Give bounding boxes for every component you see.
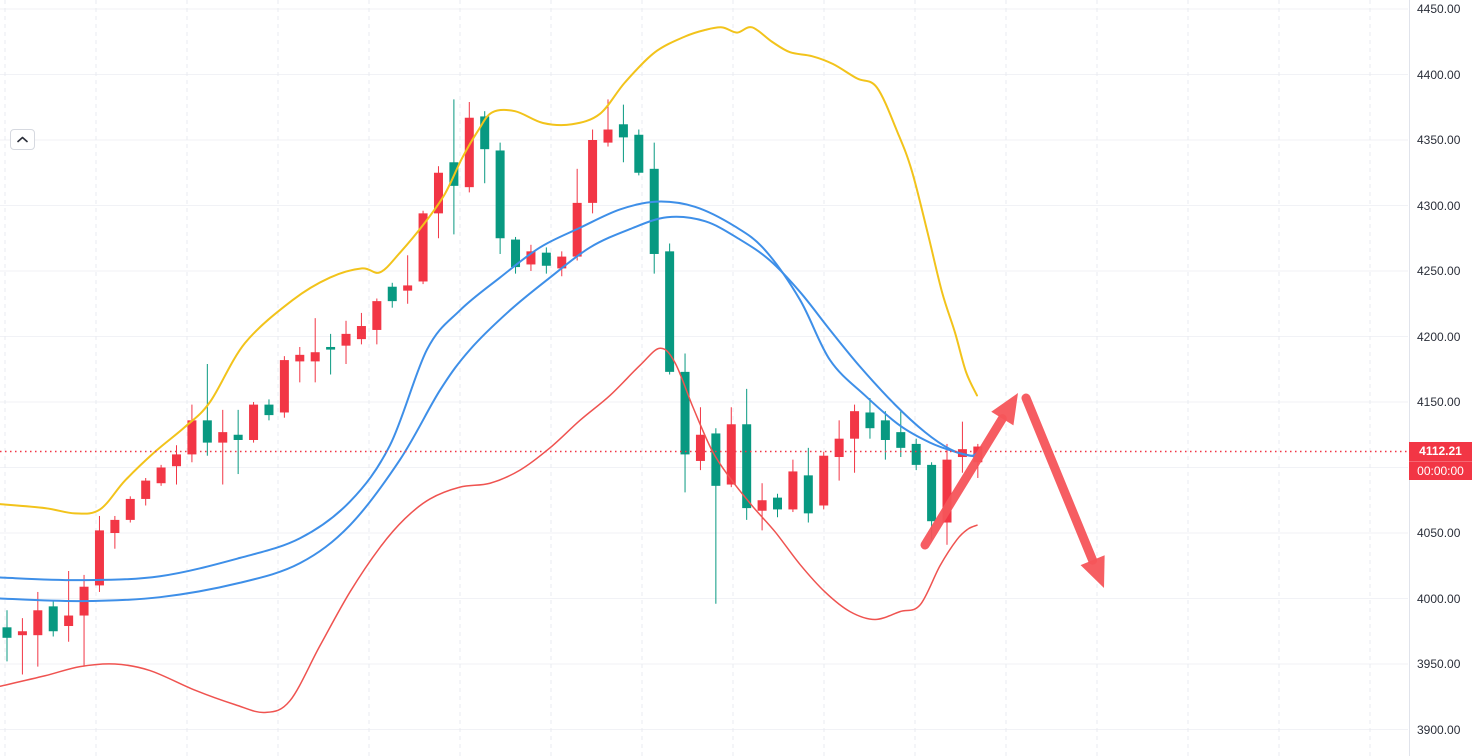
candle-body: [588, 140, 598, 203]
price-axis-label: 4400.00: [1417, 67, 1461, 82]
candle-body: [742, 424, 752, 509]
candle-body: [125, 498, 135, 520]
candle-body: [249, 404, 259, 440]
candle-body: [541, 252, 551, 266]
candle-body: [834, 438, 844, 458]
candle-body: [680, 371, 690, 455]
current-price-value: 4112.21: [1419, 443, 1462, 458]
candle-body: [202, 420, 212, 443]
candle-body: [634, 134, 644, 173]
candle-body: [942, 459, 952, 523]
chevron-up-icon: [17, 136, 28, 143]
candle-body: [279, 360, 289, 413]
price-axis[interactable]: 4450.00 4400.00 4350.00 4300.00 4250.00 4200.…: [1409, 0, 1472, 756]
candle-body: [33, 610, 43, 636]
bar-countdown: 00:00:00: [1409, 460, 1472, 480]
candle-body: [773, 497, 782, 510]
candle-body: [403, 285, 413, 291]
candle-body: [172, 454, 182, 467]
price-axis-label: 4300.00: [1417, 198, 1461, 213]
candle-body: [803, 475, 813, 514]
candle-body: [726, 424, 736, 485]
candle-body: [665, 251, 675, 372]
price-axis-label: 4200.00: [1417, 329, 1461, 344]
candle-body: [356, 326, 366, 340]
candle-body: [618, 124, 628, 138]
candle-body: [64, 615, 74, 627]
candle-body: [649, 168, 659, 254]
candle-body: [557, 256, 567, 269]
candle-body: [511, 239, 521, 268]
candle-body: [387, 286, 397, 302]
collapse-toolbar-button[interactable]: [10, 129, 35, 150]
candle-body: [464, 117, 474, 188]
price-axis-label: 4000.00: [1417, 591, 1461, 606]
candle-body: [788, 471, 798, 510]
price-axis-label: 3900.00: [1417, 722, 1461, 737]
candle-body: [372, 301, 382, 330]
candle-body: [433, 172, 443, 214]
candle-body: [2, 627, 12, 638]
candle-body: [310, 352, 320, 362]
candle-body: [711, 433, 721, 486]
candle-body: [495, 150, 505, 239]
lower-band-red-line: [0, 347, 978, 714]
candle-body: [526, 251, 536, 265]
candle-body: [341, 333, 351, 346]
candle-body: [218, 432, 228, 443]
projection-arrow-down[interactable]: [1021, 393, 1098, 565]
candle-body: [94, 530, 104, 586]
candle-body: [295, 354, 305, 362]
candle-body: [896, 432, 906, 448]
candle-body: [418, 213, 428, 282]
candle-body: [819, 455, 829, 506]
ma-blue-fast-line: [0, 200, 978, 582]
candle-body: [880, 420, 890, 440]
candle-body: [695, 434, 705, 461]
candle-body: [187, 420, 197, 455]
candle-body: [264, 404, 274, 416]
current-price-badge: 4112.21 00:00:00: [1409, 441, 1472, 480]
price-axis-label: 4150.00: [1417, 395, 1461, 409]
candle-body: [603, 129, 613, 143]
price-axis-label: 4050.00: [1417, 526, 1461, 540]
candle-body: [927, 464, 937, 522]
candle-body: [48, 606, 58, 632]
candle-body: [850, 411, 860, 439]
candle-body: [141, 480, 151, 499]
candle-body: [911, 443, 921, 465]
candle-body: [233, 434, 243, 440]
projection-arrow-up-head: [991, 393, 1018, 426]
projection-arrow-down-head: [1080, 555, 1105, 588]
candle-body: [480, 116, 490, 150]
candle-body: [757, 500, 767, 511]
candle-body: [17, 631, 27, 636]
ma-blue-slow-line: [0, 215, 978, 603]
candle-body: [865, 412, 875, 429]
projection-arrow-up[interactable]: [920, 414, 1007, 550]
price-axis-label: 4350.00: [1417, 133, 1461, 147]
upper-band-yellow-line: [0, 26, 978, 515]
price-axis-label: 3950.00: [1417, 657, 1461, 671]
price-axis-label: 4250.00: [1417, 264, 1461, 278]
candle-body: [156, 467, 166, 484]
candle-body: [110, 519, 120, 533]
price-axis-label: 4450.00: [1417, 2, 1461, 16]
candle-body: [326, 346, 336, 350]
